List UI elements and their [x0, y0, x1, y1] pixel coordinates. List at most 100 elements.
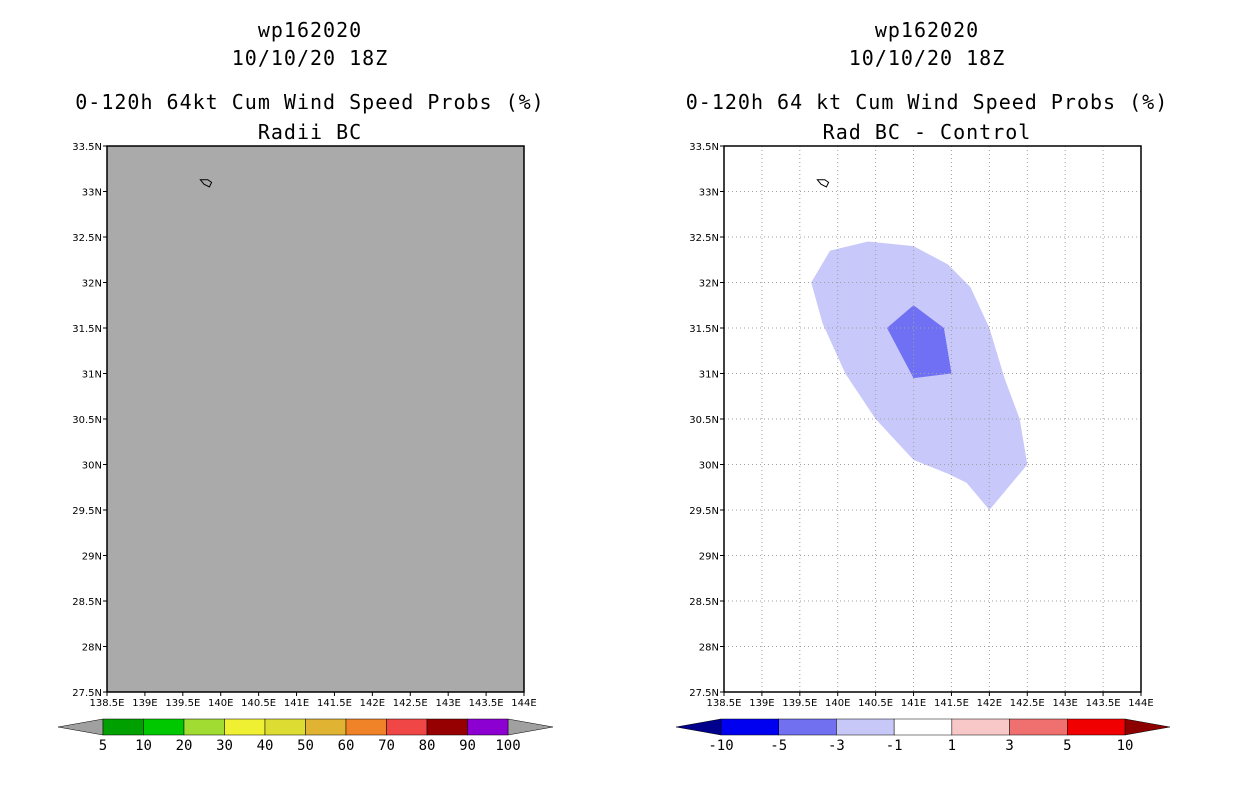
left-colorbar-swatch: [102, 718, 144, 736]
lon-tick-label: 142.5E: [1010, 698, 1045, 709]
left-colorbar: 5 10 20 30 40 50 60 70 80 90 100: [57, 718, 554, 754]
left-product-title: 0-120h 64kt Cum Wind Speed Probs (%): [75, 90, 545, 114]
difference-contour-1: [887, 305, 952, 379]
lat-tick-label: 31.5N: [689, 324, 719, 335]
left-colorbar-label: 40: [257, 738, 274, 754]
left-colorbar-label: 90: [459, 738, 476, 754]
lon-tick-label: 143.5E: [1086, 698, 1121, 709]
right-colorbar-label: 3: [1005, 738, 1013, 754]
left-colorbar-label: 80: [419, 738, 436, 754]
lat-tick-label: 32N: [82, 279, 102, 290]
lon-tick-label: 142E: [977, 698, 1002, 709]
left-storm-id: wp162020: [257, 18, 363, 42]
lat-tick-label: 33N: [699, 188, 719, 199]
lon-tick-label: 143.5E: [469, 698, 504, 709]
right-colorbar-label: 5: [1063, 738, 1071, 754]
left-colorbar-swatch: [264, 718, 306, 736]
left-datetime: 10/10/20 18Z: [231, 46, 389, 70]
right-colorbar-swatch: [836, 718, 895, 736]
left-probability-field: [107, 146, 524, 692]
lon-tick-label: 140.5E: [241, 698, 276, 709]
right-subtitle: Rad BC - Control: [822, 120, 1032, 144]
lat-tick-label: 30.5N: [689, 415, 719, 426]
right-colorbar-swatch: [1009, 718, 1068, 736]
lat-tick-label: 33N: [82, 188, 102, 199]
left-colorbar-swatch: [183, 718, 225, 736]
right-colorbar-low-arrow: [675, 718, 722, 736]
lat-tick-label: 27.5N: [72, 688, 102, 699]
left-colorbar-swatch: [426, 718, 468, 736]
left-colorbar-label: 20: [176, 738, 193, 754]
left-colorbar-label: 70: [378, 738, 395, 754]
right-colorbar-label: -3: [828, 738, 845, 754]
left-subtitle: Radii BC: [257, 120, 363, 144]
right-colorbar-label: 10: [1117, 738, 1134, 754]
island-outline: [816, 179, 830, 188]
island-outline: [199, 179, 213, 188]
lon-tick-label: 140E: [825, 698, 850, 709]
right-colorbar-swatch: [720, 718, 779, 736]
lat-tick-label: 32.5N: [72, 233, 102, 244]
right-colorbar-label: -10: [708, 738, 733, 754]
lat-tick-label: 31N: [82, 370, 102, 381]
right-colorbar-swatch: [893, 718, 953, 736]
lon-tick-label: 140.5E: [858, 698, 893, 709]
lat-tick-label: 28N: [699, 643, 719, 654]
right-colorbar-swatch: [951, 718, 1010, 736]
right-map-panel: 138.5E 139E 139.5E 140E 140.5E 141E 141.5E 142E…: [689, 142, 1153, 709]
lon-tick-label: 143E: [1052, 698, 1077, 709]
right-colorbar-swatch: [778, 718, 837, 736]
lat-tick-label: 30.5N: [72, 415, 102, 426]
left-colorbar-high-arrow: [507, 718, 554, 736]
right-colorbar-label: -5: [770, 738, 787, 754]
right-colorbar-high-arrow: [1124, 718, 1171, 736]
lat-tick-label: 33.5N: [72, 142, 102, 153]
left-colorbar-swatch: [467, 718, 509, 736]
left-colorbar-label: 50: [297, 738, 314, 754]
lon-tick-label: 140E: [208, 698, 233, 709]
left-colorbar-swatch: [345, 718, 387, 736]
lon-tick-label: 142E: [360, 698, 385, 709]
lat-tick-label: 32N: [699, 279, 719, 290]
right-storm-id: wp162020: [874, 18, 980, 42]
right-colorbar-swatch: [1067, 718, 1126, 736]
left-colorbar-label: 30: [216, 738, 233, 754]
right-colorbar-label: 1: [948, 738, 956, 754]
lat-tick-label: 31N: [699, 370, 719, 381]
left-colorbar-swatch: [305, 718, 347, 736]
left-colorbar-swatch: [224, 718, 266, 736]
lon-tick-label: 142.5E: [393, 698, 428, 709]
lon-tick-label: 139.5E: [782, 698, 817, 709]
left-colorbar-label: 60: [338, 738, 355, 754]
lat-tick-label: 29N: [82, 552, 102, 563]
lat-tick-label: 33.5N: [689, 142, 719, 153]
lat-tick-label: 30N: [699, 461, 719, 472]
lat-tick-label: 28N: [82, 643, 102, 654]
right-datetime: 10/10/20 18Z: [848, 46, 1006, 70]
lat-tick-label: 29.5N: [72, 506, 102, 517]
left-colorbar-label: 5: [99, 738, 107, 754]
lon-tick-label: 141.5E: [317, 698, 352, 709]
right-colorbar: -10 -5 -3 -1 1 3 5 10: [675, 718, 1171, 754]
lat-tick-label: 31.5N: [72, 324, 102, 335]
right-product-title: 0-120h 64 kt Cum Wind Speed Probs (%): [685, 90, 1169, 114]
left-colorbar-low-arrow: [57, 718, 104, 736]
lat-tick-label: 32.5N: [689, 233, 719, 244]
left-colorbar-label: 100: [495, 738, 520, 754]
lon-tick-label: 143E: [435, 698, 460, 709]
left-colorbar-swatch: [143, 718, 185, 736]
lon-tick-label: 141.5E: [934, 698, 969, 709]
lon-tick-label: 144E: [1128, 698, 1153, 709]
lon-tick-label: 141E: [284, 698, 309, 709]
right-colorbar-label: -1: [886, 738, 903, 754]
left-colorbar-label: 10: [135, 738, 152, 754]
lon-tick-label: 139E: [749, 698, 774, 709]
lat-tick-label: 28.5N: [689, 597, 719, 608]
lon-tick-label: 144E: [511, 698, 536, 709]
lon-tick-label: 139.5E: [165, 698, 200, 709]
lon-tick-label: 138.5E: [707, 698, 742, 709]
lon-tick-label: 138.5E: [90, 698, 125, 709]
lat-tick-label: 27.5N: [689, 688, 719, 699]
lat-tick-label: 30N: [82, 461, 102, 472]
